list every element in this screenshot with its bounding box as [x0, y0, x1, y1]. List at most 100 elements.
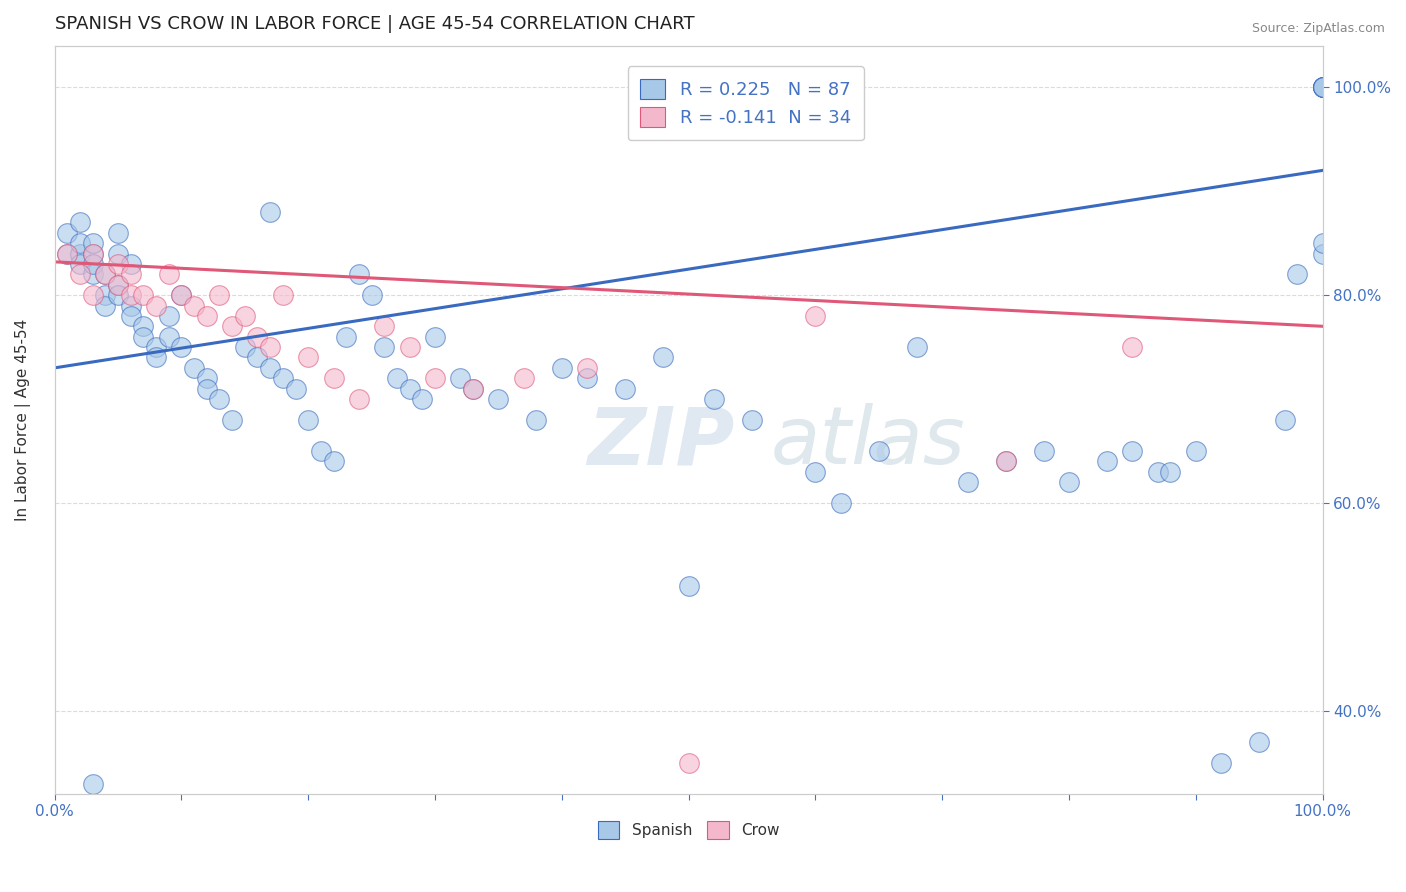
Point [1312, 80, 1334, 95]
Point [449, 371, 471, 385]
Point [1312, 80, 1334, 95]
Point [652, 351, 675, 365]
Point [259, 340, 281, 354]
Point [1121, 444, 1143, 458]
Point [322, 371, 344, 385]
Point [1312, 80, 1334, 95]
Point [1312, 236, 1334, 251]
Point [259, 360, 281, 375]
Point [221, 413, 243, 427]
Point [183, 298, 205, 312]
Point [107, 288, 129, 302]
Point [107, 277, 129, 292]
Point [56, 246, 79, 260]
Point [94, 268, 117, 282]
Point [423, 329, 446, 343]
Point [461, 382, 484, 396]
Point [1146, 465, 1168, 479]
Point [82, 268, 104, 282]
Point [132, 329, 155, 343]
Point [82, 246, 104, 260]
Point [120, 298, 142, 312]
Point [233, 309, 256, 323]
Point [56, 246, 79, 260]
Point [741, 413, 763, 427]
Point [107, 226, 129, 240]
Point [297, 413, 319, 427]
Point [461, 382, 484, 396]
Point [1121, 340, 1143, 354]
Point [107, 246, 129, 260]
Y-axis label: In Labor Force | Age 45-54: In Labor Force | Age 45-54 [15, 318, 31, 521]
Point [208, 392, 231, 406]
Point [994, 454, 1017, 468]
Point [297, 351, 319, 365]
Point [1312, 80, 1334, 95]
Legend: Spanish, Crow: Spanish, Crow [591, 814, 787, 847]
Point [576, 360, 599, 375]
Point [1312, 246, 1334, 260]
Point [170, 340, 193, 354]
Point [513, 371, 536, 385]
Point [271, 288, 294, 302]
Point [322, 454, 344, 468]
Point [94, 288, 117, 302]
Point [1032, 444, 1054, 458]
Point [576, 371, 599, 385]
Point [1312, 80, 1334, 95]
Point [703, 392, 725, 406]
Text: Source: ZipAtlas.com: Source: ZipAtlas.com [1251, 22, 1385, 36]
Point [335, 329, 357, 343]
Point [678, 579, 700, 593]
Point [157, 268, 180, 282]
Point [120, 288, 142, 302]
Point [195, 309, 218, 323]
Point [208, 288, 231, 302]
Point [233, 340, 256, 354]
Point [1312, 80, 1334, 95]
Point [956, 475, 979, 490]
Point [526, 413, 548, 427]
Point [56, 226, 79, 240]
Text: ZIP: ZIP [588, 403, 734, 482]
Point [259, 205, 281, 219]
Point [107, 257, 129, 271]
Point [1274, 413, 1296, 427]
Point [120, 268, 142, 282]
Point [284, 382, 307, 396]
Point [347, 268, 370, 282]
Point [271, 371, 294, 385]
Point [82, 257, 104, 271]
Point [868, 444, 890, 458]
Point [1057, 475, 1080, 490]
Text: SPANISH VS CROW IN LABOR FORCE | AGE 45-54 CORRELATION CHART: SPANISH VS CROW IN LABOR FORCE | AGE 45-… [55, 15, 695, 33]
Point [157, 329, 180, 343]
Point [614, 382, 637, 396]
Point [195, 382, 218, 396]
Point [107, 277, 129, 292]
Point [804, 309, 827, 323]
Point [120, 309, 142, 323]
Point [145, 340, 167, 354]
Point [994, 454, 1017, 468]
Point [486, 392, 509, 406]
Point [120, 257, 142, 271]
Point [170, 288, 193, 302]
Point [360, 288, 382, 302]
Point [423, 371, 446, 385]
Point [1286, 268, 1309, 282]
Point [246, 329, 269, 343]
Point [551, 360, 574, 375]
Point [94, 268, 117, 282]
Point [69, 236, 91, 251]
Point [69, 246, 91, 260]
Point [132, 288, 155, 302]
Point [373, 319, 395, 334]
Point [830, 496, 852, 510]
Point [69, 215, 91, 229]
Point [94, 298, 117, 312]
Point [411, 392, 433, 406]
Point [69, 257, 91, 271]
Point [309, 444, 332, 458]
Point [905, 340, 928, 354]
